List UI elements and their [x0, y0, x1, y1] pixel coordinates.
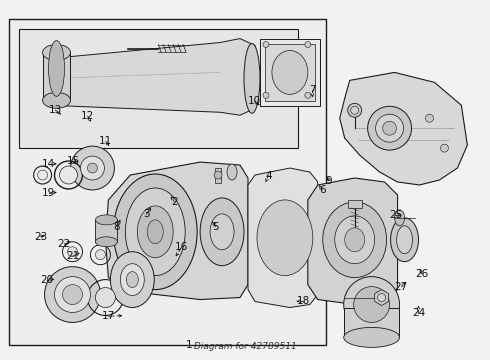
- Text: 24: 24: [412, 308, 425, 318]
- Text: 19: 19: [42, 188, 55, 198]
- Text: 25: 25: [389, 210, 402, 220]
- Text: 21: 21: [66, 251, 80, 261]
- Circle shape: [263, 92, 269, 98]
- Ellipse shape: [96, 237, 118, 247]
- Text: 8: 8: [114, 222, 121, 231]
- Ellipse shape: [335, 216, 375, 264]
- Text: 16: 16: [175, 242, 188, 252]
- Ellipse shape: [110, 252, 154, 307]
- Ellipse shape: [147, 220, 163, 244]
- Ellipse shape: [200, 198, 244, 266]
- Ellipse shape: [125, 188, 185, 276]
- Text: 15: 15: [66, 156, 80, 166]
- Polygon shape: [340, 72, 467, 185]
- Ellipse shape: [368, 106, 412, 150]
- Text: 12: 12: [81, 111, 94, 121]
- Ellipse shape: [396, 226, 413, 254]
- Circle shape: [441, 144, 448, 152]
- Ellipse shape: [354, 287, 390, 323]
- Ellipse shape: [59, 166, 77, 184]
- Text: 4: 4: [265, 171, 272, 181]
- Polygon shape: [105, 162, 248, 300]
- Ellipse shape: [257, 200, 313, 276]
- Circle shape: [305, 41, 311, 48]
- Text: 22: 22: [58, 239, 71, 249]
- Text: 10: 10: [248, 96, 261, 106]
- Bar: [19, 28, 298, 148]
- Ellipse shape: [96, 250, 105, 260]
- Ellipse shape: [49, 41, 65, 96]
- Text: 9: 9: [326, 176, 332, 186]
- Bar: [260, 39, 320, 106]
- Text: 2: 2: [171, 197, 177, 207]
- Circle shape: [351, 106, 359, 114]
- Text: 13: 13: [49, 105, 62, 115]
- Bar: [96, 220, 118, 242]
- Ellipse shape: [244, 44, 260, 113]
- Text: 18: 18: [297, 296, 310, 306]
- Text: 1: 1: [186, 340, 192, 350]
- Text: Diagram for 42789511: Diagram for 42789511: [194, 342, 296, 351]
- Ellipse shape: [43, 92, 71, 108]
- Text: 26: 26: [415, 269, 428, 279]
- Ellipse shape: [214, 171, 222, 179]
- Ellipse shape: [343, 276, 399, 332]
- Ellipse shape: [121, 264, 144, 296]
- Text: 14: 14: [42, 159, 55, 169]
- Circle shape: [378, 293, 386, 302]
- Circle shape: [305, 92, 311, 98]
- Ellipse shape: [272, 50, 308, 94]
- Circle shape: [425, 114, 434, 122]
- Ellipse shape: [345, 228, 365, 252]
- Circle shape: [263, 41, 269, 48]
- Text: 27: 27: [395, 282, 408, 292]
- Text: 7: 7: [309, 85, 316, 95]
- Ellipse shape: [38, 170, 48, 180]
- Ellipse shape: [96, 215, 118, 225]
- Ellipse shape: [45, 267, 100, 323]
- Text: 11: 11: [99, 136, 112, 146]
- Ellipse shape: [54, 276, 91, 312]
- Ellipse shape: [87, 163, 98, 173]
- Ellipse shape: [343, 328, 399, 347]
- Bar: [215, 168, 221, 183]
- Bar: [348, 200, 362, 208]
- Ellipse shape: [63, 285, 82, 305]
- Ellipse shape: [113, 174, 197, 289]
- Ellipse shape: [71, 146, 114, 190]
- Ellipse shape: [137, 206, 173, 258]
- Polygon shape: [50, 39, 255, 115]
- Text: 3: 3: [143, 209, 149, 219]
- Ellipse shape: [43, 45, 71, 60]
- Text: 20: 20: [41, 275, 54, 285]
- Bar: [343, 307, 398, 337]
- Ellipse shape: [126, 272, 138, 288]
- Bar: [43, 53, 71, 100]
- Ellipse shape: [323, 202, 387, 278]
- Text: 17: 17: [101, 311, 115, 321]
- Ellipse shape: [391, 218, 418, 262]
- Ellipse shape: [210, 214, 234, 250]
- Ellipse shape: [227, 164, 237, 180]
- Ellipse shape: [80, 156, 104, 180]
- Ellipse shape: [383, 121, 396, 135]
- Ellipse shape: [376, 114, 404, 142]
- Bar: [9, 19, 326, 345]
- Ellipse shape: [68, 247, 77, 257]
- Polygon shape: [248, 168, 318, 307]
- Bar: [265, 44, 315, 101]
- Circle shape: [348, 103, 362, 117]
- Polygon shape: [308, 178, 397, 305]
- Text: 23: 23: [34, 232, 48, 242]
- Text: 5: 5: [212, 222, 219, 231]
- Ellipse shape: [96, 288, 115, 307]
- Text: 6: 6: [319, 185, 325, 195]
- Ellipse shape: [394, 210, 405, 226]
